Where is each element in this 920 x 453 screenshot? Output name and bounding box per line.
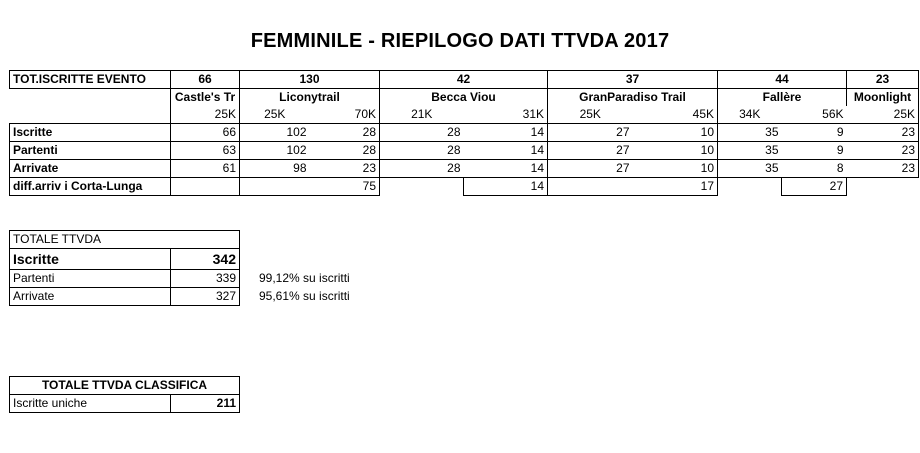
classifica-label: Iscritte uniche	[9, 394, 171, 413]
cell: 23	[846, 123, 919, 142]
distance: 25K	[547, 106, 633, 124]
arrivate-value: 327	[170, 287, 240, 306]
table-row: Partenti 63 102 28 28 14 27 10 35 9 23	[9, 141, 919, 160]
cell: 10	[632, 141, 718, 160]
diff-liconytrail: 75	[309, 177, 380, 196]
event-total: 23	[846, 70, 919, 89]
distance: 45K	[692, 107, 714, 121]
cell: 23	[846, 141, 919, 160]
event-name: Moonlight	[846, 88, 919, 106]
partenti-pct-suffix: su iscritti	[303, 271, 350, 285]
partenti-value: 339	[170, 269, 240, 288]
cell: 35	[717, 159, 782, 178]
partenti-pct: 99,12% su iscritti	[240, 270, 430, 288]
distance: 70K	[354, 107, 376, 121]
distance: 25K	[846, 106, 919, 124]
row-label: Partenti	[9, 141, 171, 160]
event-name: GranParadiso Trail	[547, 88, 718, 106]
diff-fallere: 27	[781, 177, 847, 196]
cell: 27	[547, 159, 633, 178]
cell: 23	[309, 159, 380, 178]
cell: 8	[781, 159, 847, 178]
distance: 21K	[379, 106, 464, 124]
distance: 31K	[522, 107, 544, 121]
cell: 63	[170, 141, 240, 160]
iscritte-label: Iscritte	[9, 248, 171, 270]
arrivate-pct-suffix: su iscritti	[303, 289, 350, 303]
distance: 34K	[717, 106, 782, 124]
cell: 14	[463, 159, 548, 178]
diff-granparadiso: 17	[632, 177, 718, 196]
distance: 56K	[822, 107, 844, 121]
cell: 28	[379, 141, 464, 160]
event-total: 44	[717, 70, 847, 89]
event-name: Liconytrail	[239, 88, 380, 106]
cell: 102	[239, 123, 310, 142]
cell: 28	[379, 159, 464, 178]
diff-row: diff.arriv i Corta-Lunga 75 14 17 27	[9, 177, 919, 196]
classifica-header: TOTALE TTVDA CLASSIFICA	[9, 376, 240, 395]
row-label: Iscritte	[9, 123, 171, 142]
totale-header: TOTALE TTVDA	[9, 230, 240, 249]
arrivate-pct: 95,61% su iscritti	[240, 288, 430, 306]
cell: 98	[239, 159, 310, 178]
cell: 66	[170, 123, 240, 142]
cell: 35	[717, 141, 782, 160]
cell: 27	[547, 123, 633, 142]
cell: 27	[547, 141, 633, 160]
cell: 61	[170, 159, 240, 178]
cell: 35	[717, 123, 782, 142]
arrivate-pct-value: 95,61%	[259, 289, 300, 303]
event-totals-row: TOT.ISCRITTE EVENTO 66 130 42 37 44 23	[9, 70, 919, 89]
event-total: 37	[547, 70, 718, 89]
distance: 25K	[239, 106, 310, 124]
cell: 14	[463, 141, 548, 160]
event-total: 42	[379, 70, 548, 89]
row-label: TOT.ISCRITTE EVENTO	[9, 70, 171, 89]
cell: 10	[632, 123, 718, 142]
partenti-pct-value: 99,12%	[259, 271, 300, 285]
event-name: Castle's Tr	[170, 88, 240, 106]
cell: 28	[309, 123, 380, 142]
partenti-label: Partenti	[9, 269, 171, 288]
iscritte-value: 342	[170, 248, 240, 270]
cell: 9	[781, 141, 847, 160]
table-row: Arrivate 61 98 23 28 14 27 10 35 8 23	[9, 159, 919, 178]
event-name: Becca Viou	[379, 88, 548, 106]
cell: 10	[632, 159, 718, 178]
cell: 28	[379, 123, 464, 142]
event-total: 130	[239, 70, 380, 89]
diff-becca-viou: 14	[463, 177, 548, 196]
distances-row: 25K 25K 70K 21K 31K 25K 45K 34K 56K 25K	[10, 106, 919, 124]
page-title: FEMMINILE - RIEPILOGO DATI TTVDA 2017	[250, 30, 670, 52]
event-names-row: Castle's Tr Liconytrail Becca Viou GranP…	[10, 88, 919, 106]
row-label: diff.arriv i Corta-Lunga	[9, 177, 171, 196]
cell: 23	[846, 159, 919, 178]
summary-table: TOT.ISCRITTE EVENTO 66 130 42 37 44 23 C…	[9, 70, 919, 196]
cell: 9	[781, 123, 847, 142]
distance: 25K	[170, 106, 240, 124]
classifica-table: TOTALE TTVDA CLASSIFICA Iscritte uniche …	[9, 376, 240, 413]
event-name: Fallère	[717, 88, 847, 106]
event-total: 66	[170, 70, 240, 89]
classifica-value: 211	[170, 394, 240, 413]
cell: 102	[239, 141, 310, 160]
arrivate-label: Arrivate	[9, 287, 171, 306]
table-row: Iscritte 66 102 28 28 14 27 10 35 9 23	[9, 123, 919, 142]
cell: 28	[309, 141, 380, 160]
totale-ttvda-table: TOTALE TTVDA Iscritte 342 Partenti 339 9…	[9, 230, 430, 306]
row-label: Arrivate	[9, 159, 171, 178]
cell: 14	[463, 123, 548, 142]
